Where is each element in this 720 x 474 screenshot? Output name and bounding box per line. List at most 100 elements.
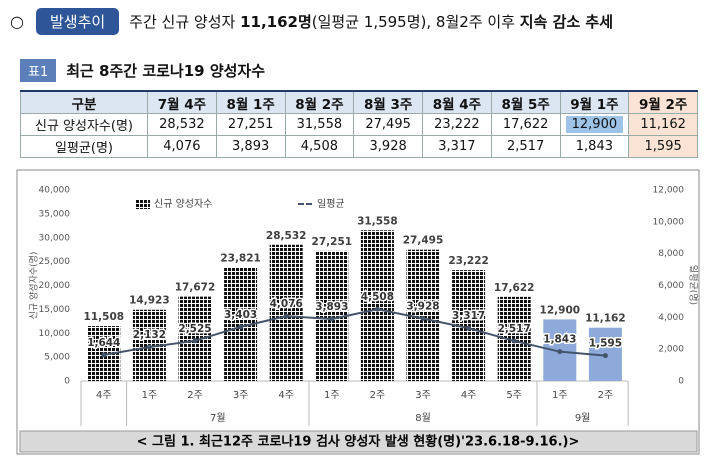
bar-value-label: 31,558	[357, 215, 398, 227]
badge: 발생추이	[35, 7, 120, 35]
x-tick-label: 1주	[324, 390, 340, 401]
table-cell: 4,076	[147, 135, 217, 158]
line-value-label: 3,403	[224, 309, 257, 321]
table-badge: 표1	[20, 59, 57, 82]
bar-value-label: 17,672	[175, 282, 216, 294]
line-point	[374, 306, 380, 312]
table-cell: 27,251	[215, 113, 286, 136]
table-cell: 17,622	[490, 113, 561, 136]
table-cell: 2,517	[490, 135, 561, 158]
table-cell: 일평균(명)	[20, 135, 148, 158]
y2-tick-label: 0	[678, 377, 684, 387]
bar-value-label: 12,900	[540, 304, 581, 316]
bar-value-label: 14,923	[129, 295, 170, 307]
legend-label: 신규 양성자수	[154, 198, 212, 210]
cell-text: 23,222	[434, 117, 480, 132]
legend-swatch	[135, 199, 150, 209]
cell-text: 17,622	[502, 117, 549, 132]
column-header: 9월 1주	[559, 90, 630, 114]
x-tick-label: 1주	[142, 390, 158, 401]
summary-text: (일평균 1,595명), 8월2주 이후	[311, 12, 520, 31]
bullet: ○	[10, 11, 24, 31]
table-row: 신규 양성자수(명) 28,532 27,251 31,558 27,495 23,222…	[20, 113, 698, 136]
line-value-label: 3,317	[452, 310, 485, 322]
month-label: 7월	[210, 412, 226, 424]
y-tick-label: 20,000	[39, 281, 71, 291]
x-tick-label: 3주	[233, 390, 249, 401]
bar-value-label: 27,495	[403, 235, 444, 247]
y2-tick-label: 8,000	[658, 249, 684, 259]
x-tick-label: 4주	[96, 390, 112, 401]
x-tick-label: 4주	[278, 390, 294, 401]
column-header: 7월 4주	[147, 90, 217, 114]
table-row: 일평균(명) 4,076 3,893 4,508 3,928 3,317 2,517 1,84…	[20, 135, 698, 158]
chart-frame	[16, 169, 700, 455]
line-value-label: 1,595	[589, 338, 622, 350]
y-tick-label: 0	[64, 377, 70, 387]
cell-text: 4,076	[163, 139, 201, 154]
bar-value-label: 23,222	[448, 255, 489, 267]
line-point	[283, 313, 289, 319]
x-tick-label: 4주	[461, 390, 477, 401]
line-value-label: 3,893	[315, 301, 348, 313]
cell-text: 11,162	[640, 117, 686, 132]
cell-text: 27,495	[365, 117, 411, 132]
line-value-label: 4,508	[361, 291, 394, 303]
summary-line: ○ 발생추이 주간 신규 양성자 11,162명(일평균 1,595명), 8월2주…	[10, 7, 613, 35]
table-cell: 11,162	[628, 113, 698, 136]
line-value-label: 1,644	[87, 337, 120, 349]
y2-tick-label: 10,000	[653, 217, 685, 227]
summary-text: 주간 신규 양성자	[129, 12, 241, 31]
line-value-label: 3,928	[406, 300, 439, 312]
line	[103, 308, 606, 357]
cell-text: 1,595	[644, 139, 682, 154]
x-tick-label: 5주	[506, 390, 522, 401]
table-cell: 12,900	[559, 113, 630, 136]
bar-value-label: 23,821	[220, 252, 261, 264]
table-cell: 3,928	[353, 135, 423, 158]
cell-text: 4,508	[300, 139, 338, 154]
y-tick-label: 30,000	[39, 233, 71, 243]
column-header: 구분	[20, 90, 148, 114]
column-header: 8월 2주	[284, 90, 355, 114]
table-cell: 1,843	[559, 135, 630, 158]
cell-text: 일평균(명)	[55, 141, 113, 156]
line-point	[101, 352, 107, 358]
line-point	[192, 338, 198, 344]
line-point	[511, 338, 517, 344]
cell-text: 12,900	[565, 116, 624, 133]
y-tick-label: 10,000	[39, 329, 71, 339]
y2-tick-label: 2,000	[658, 345, 684, 355]
y-axis-title: 신규 양성자수(명)	[29, 252, 40, 320]
summary-text: 11,162명	[240, 12, 312, 31]
cell-text: 2,517	[507, 139, 545, 154]
line-point	[466, 325, 472, 331]
cell-text: 27,251	[227, 117, 274, 132]
table: 구분 7월 4주 8월 1주 8월 2주 8월 3주 8월 4주 8월 5주 9월 1주 9월 …	[20, 90, 698, 158]
table-cell: 3,317	[422, 135, 492, 158]
table-caption: 표1 최근 8주간 코로나19 양성자수	[20, 59, 265, 82]
y-tick-label: 5,000	[44, 353, 70, 363]
header-row: 구분 7월 4주 8월 1주 8월 2주 8월 3주 8월 4주 8월 5주 9월 1주 9월 …	[20, 90, 698, 114]
summary-text: 지속 감소 추세	[519, 12, 613, 31]
line-value-label: 1,843	[543, 334, 576, 346]
line-point	[329, 316, 335, 322]
y-tick-label: 35,000	[39, 209, 71, 219]
line-point	[238, 324, 244, 330]
y-tick-label: 25,000	[39, 257, 71, 267]
cell-text: 신규 양성자수(명)	[35, 119, 133, 134]
bar-value-label: 28,532	[266, 230, 307, 242]
bar	[360, 230, 394, 381]
x-tick-label: 1주	[552, 390, 568, 401]
bar-value-label: 17,622	[494, 282, 535, 294]
cell-text: 31,558	[296, 117, 343, 132]
y2-tick-label: 6,000	[658, 281, 684, 291]
bar	[269, 244, 303, 381]
y2-axis-title: 일평균(명)	[688, 265, 699, 305]
y-tick-label: 15,000	[39, 305, 71, 315]
table-title: 최근 8주간 코로나19 양성자수	[66, 62, 266, 80]
cell-text: 1,843	[575, 139, 613, 154]
month-label: 8월	[415, 412, 431, 424]
